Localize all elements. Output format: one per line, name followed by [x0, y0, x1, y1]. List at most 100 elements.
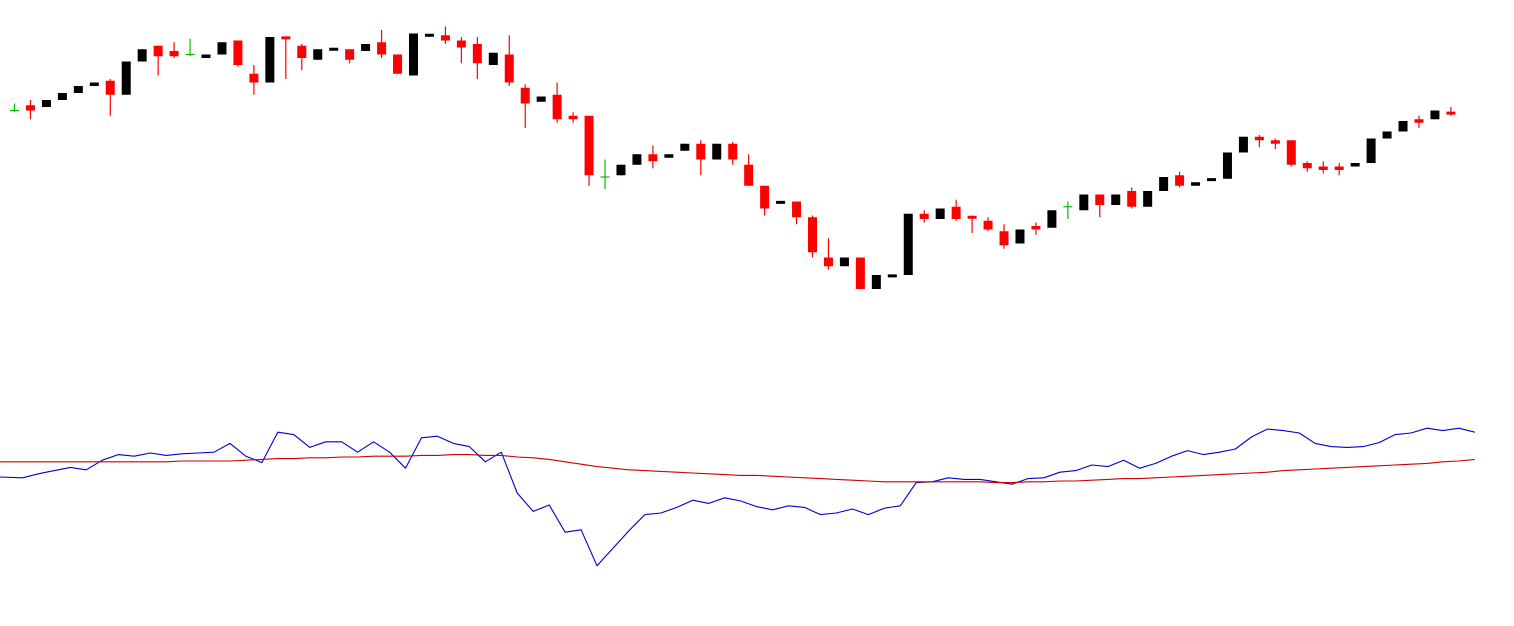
candle	[440, 26, 450, 44]
candle-body	[1127, 191, 1137, 207]
candle-body	[472, 44, 482, 64]
candle	[1366, 138, 1376, 163]
candle-body	[313, 49, 323, 60]
candle	[1175, 171, 1185, 188]
candle-body	[903, 213, 913, 275]
candle-body	[999, 231, 1009, 246]
indicator-panel	[0, 427, 1475, 567]
candle-body	[935, 208, 945, 219]
candle	[153, 45, 163, 76]
candle-body	[648, 154, 658, 162]
candle	[967, 215, 977, 233]
candle	[808, 215, 817, 258]
candle-body	[1430, 110, 1440, 120]
candle-body	[169, 51, 179, 57]
candle	[1270, 138, 1280, 149]
candle-body	[153, 45, 163, 57]
candle-body	[1414, 119, 1424, 123]
candle-body	[536, 96, 546, 102]
candle	[73, 86, 83, 93]
candle-body	[1159, 177, 1169, 191]
candle	[935, 208, 945, 219]
candle	[345, 49, 355, 64]
candle-body	[1222, 152, 1232, 179]
price-panel	[10, 26, 1456, 289]
candle-body	[281, 36, 291, 40]
candle-body	[297, 45, 307, 58]
candle-body	[233, 40, 243, 65]
candle-body	[1031, 226, 1041, 230]
candle-body	[1238, 136, 1248, 153]
candle-body	[1286, 140, 1296, 165]
candle-body	[983, 220, 993, 230]
candle-body	[1207, 178, 1216, 182]
candle	[760, 185, 770, 216]
oscillator-line	[0, 427, 1475, 567]
candle	[1414, 115, 1424, 128]
candle-body	[41, 100, 51, 107]
candle	[233, 40, 243, 67]
candle-body	[440, 35, 450, 41]
candle	[584, 115, 594, 186]
candle	[1382, 131, 1392, 139]
candle-body	[249, 73, 259, 83]
candle-body	[520, 87, 530, 104]
candle-body	[712, 143, 722, 160]
candle-body	[488, 52, 498, 65]
candle	[744, 154, 754, 186]
candle	[281, 36, 291, 79]
candle	[201, 54, 211, 58]
candle	[728, 142, 738, 165]
candle	[664, 154, 674, 158]
candle-body	[1047, 210, 1057, 228]
candle	[10, 103, 19, 113]
candle	[919, 210, 929, 223]
candle	[1079, 194, 1089, 211]
candle	[600, 159, 610, 190]
candle	[1207, 178, 1216, 182]
candle	[169, 42, 179, 58]
candle	[520, 84, 530, 128]
candle-body	[1350, 163, 1360, 167]
candle	[1127, 187, 1137, 209]
candle	[680, 143, 690, 151]
candle-body	[584, 115, 594, 176]
candle	[616, 164, 626, 176]
candle-body	[1366, 138, 1376, 163]
candle-body	[57, 93, 67, 100]
candle-body	[967, 215, 977, 219]
candle-body	[1175, 175, 1185, 186]
candle	[377, 30, 387, 58]
candle	[712, 143, 722, 160]
candle	[1047, 210, 1057, 228]
candle	[361, 44, 371, 51]
candle	[25, 100, 35, 120]
candle-body	[504, 54, 514, 83]
candle-body	[1111, 194, 1121, 205]
candle-body	[871, 275, 881, 289]
candle	[632, 154, 642, 165]
candle-body	[89, 82, 99, 86]
candle-body	[552, 94, 562, 120]
candle-body	[664, 154, 674, 158]
candle	[1111, 194, 1121, 205]
candle	[1350, 163, 1360, 167]
candle	[424, 33, 434, 37]
candle-body	[137, 49, 147, 62]
candle-body	[680, 143, 690, 151]
candle	[536, 96, 546, 102]
candle	[776, 200, 786, 204]
candle-body	[1334, 166, 1344, 170]
candle	[903, 213, 913, 275]
candle	[1254, 135, 1264, 148]
candle-body	[217, 42, 227, 55]
candle	[297, 44, 307, 71]
candle	[1446, 107, 1456, 116]
candle	[1430, 110, 1440, 120]
signal-line	[0, 454, 1475, 484]
candle-body	[823, 257, 833, 267]
candle	[696, 140, 706, 176]
candle-body	[839, 257, 849, 267]
candle-body	[329, 47, 339, 51]
